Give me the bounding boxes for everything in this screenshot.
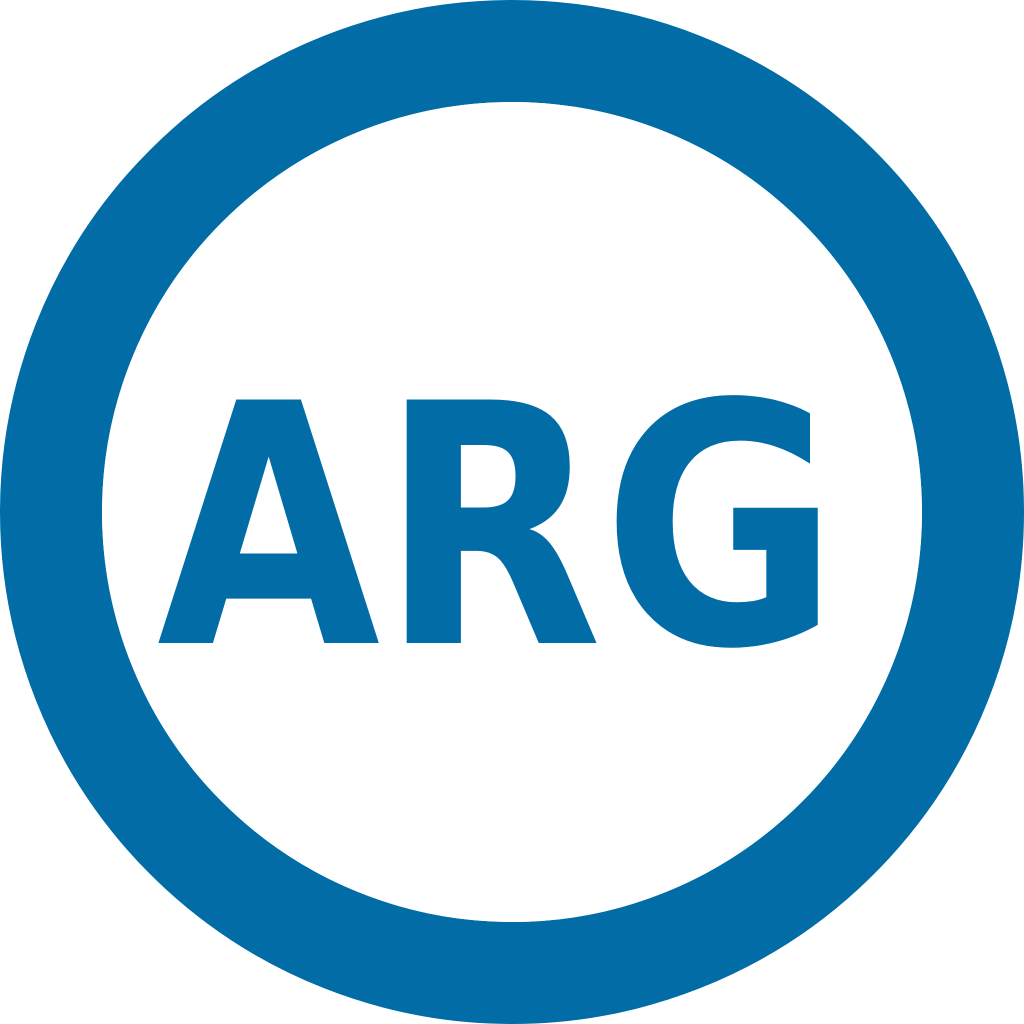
badge-label: ARG xyxy=(157,333,839,722)
badge-inner-fill xyxy=(102,102,922,922)
